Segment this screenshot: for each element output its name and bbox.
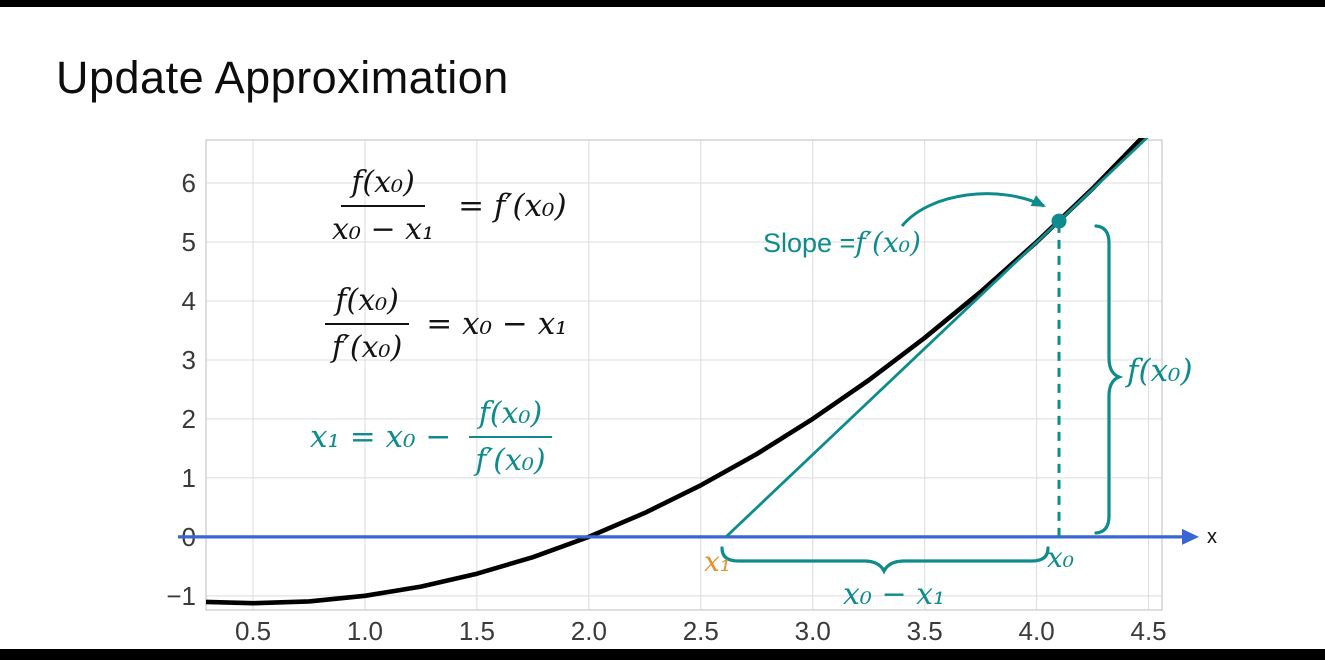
slope-arrow [900,192,1046,227]
x-tick-label: 1.0 [347,616,383,646]
formula-slope-definition: f(x₀) x₀ − x₁ = f′(x₀) [322,165,567,247]
formula-rhs: = f′(x₀) [458,188,567,224]
x-axis-arrowhead [1182,528,1199,545]
numerator: f(x₀) [468,396,553,438]
x-tick-label: 4.5 [1130,616,1166,646]
function-curve [206,138,1145,606]
denominator: f′(x₀) [475,443,546,478]
fraction: f(x₀) x₀ − x₁ [322,165,444,247]
letterbox-bottom [0,649,1325,660]
x0-label: x₀ [1047,541,1075,574]
numerator: f(x₀) [341,165,425,207]
x-axis-label: x [1207,526,1217,548]
plot-annotations-layer [720,192,1124,575]
x-tick-label: 2.0 [571,616,607,646]
slope-label: Slope = f′(x₀) [763,226,921,259]
x-tick-label: 3.5 [907,616,943,646]
numerator: f(x₀) [325,283,409,325]
tangent-point-dot [1051,213,1067,229]
x-tick-label: 0.5 [235,616,271,646]
y-tick-label: 4 [182,286,196,316]
x-tick-label: 4.0 [1019,616,1055,646]
formula-lhs: x₁ = x₀ − [310,419,452,455]
page-title: Update Approximation [56,52,509,103]
formula-newton-update: x₁ = x₀ − f(x₀) f′(x₀) [310,396,556,478]
formula-rearranged: f(x₀) f′(x₀) = x₀ − x₁ [322,283,568,365]
y-tick-label: −1 [166,581,196,611]
x-tick-label: 3.0 [795,616,831,646]
fraction: f(x₀) f′(x₀) [322,283,412,365]
y-tick-label: 5 [182,227,196,257]
plot-frame [205,139,1163,611]
letterbox-top [0,0,1325,7]
y-tick-label: 3 [182,345,196,375]
f-x0-label: f(x₀) [1127,353,1193,389]
x-tick-label: 2.5 [683,616,719,646]
slope-label-math: f′(x₀) [855,226,921,259]
denominator: x₀ − x₁ [332,212,435,247]
y-tick-label: 2 [182,404,196,434]
x0-minus-x1-label: x₀ − x₁ [843,577,946,612]
f-x0-brace [1094,224,1124,535]
tangent-line [725,138,1149,538]
y-tick-label: 1 [182,463,196,493]
slope-label-prefix: Slope = [763,228,856,258]
fraction: f(x₀) f′(x₀) [465,396,555,478]
formula-rhs: = x₀ − x₁ [426,306,568,342]
x0-minus-x1-brace [720,546,1050,575]
denominator: f′(x₀) [332,330,403,365]
x-tick-label: 1.5 [459,616,495,646]
y-tick-label: 6 [182,168,196,198]
x1-label: x₁ [704,545,732,578]
